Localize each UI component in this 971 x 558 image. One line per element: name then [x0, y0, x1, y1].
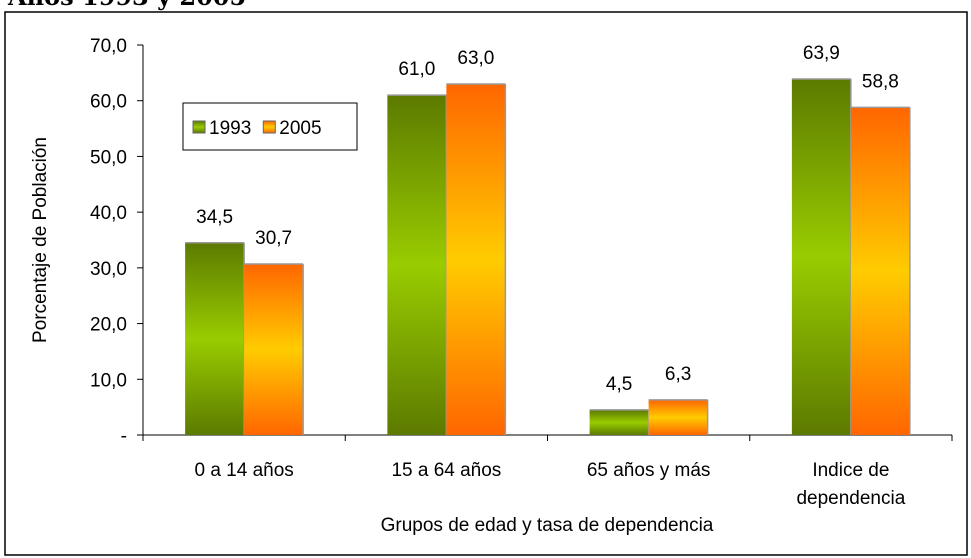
y-tick-label: 30,0 [90, 259, 127, 280]
legend-swatch [262, 120, 276, 134]
value-label: 30,7 [255, 228, 292, 249]
y-tick-label: 70,0 [90, 36, 127, 57]
bar [185, 242, 245, 435]
bar [648, 399, 708, 435]
y-tick-label: 50,0 [90, 147, 127, 168]
chart-title: Años 1993 y 2005 [7, 0, 246, 11]
value-label: 63,9 [803, 43, 840, 64]
bar [850, 107, 910, 436]
bar [791, 78, 851, 435]
x-axis-title: Grupos de edad y tasa de dependencia [381, 515, 714, 536]
value-label: 58,8 [862, 71, 899, 92]
x-tick-label: 0 a 14 años [194, 460, 293, 481]
x-tick-label: 65 años y más [587, 460, 711, 481]
bar [387, 95, 447, 436]
value-label: 61,0 [398, 59, 435, 80]
value-label: 34,5 [196, 207, 233, 228]
y-axis-title: Porcentaje de Población [30, 137, 51, 343]
x-tick-label: Indice de dependencia [796, 460, 905, 509]
y-tick-label: - [121, 426, 127, 447]
value-label: 4,5 [606, 374, 632, 395]
bar [446, 84, 506, 435]
y-tick-label: 40,0 [90, 203, 127, 224]
x-tick-label: 15 a 64 años [391, 460, 501, 481]
value-label: 63,0 [457, 48, 494, 69]
y-tick-label: 60,0 [90, 92, 127, 113]
legend-label: 2005 [279, 118, 321, 139]
y-tick-label: 10,0 [90, 370, 127, 391]
y-tick-label: 20,0 [90, 315, 127, 336]
legend-swatch [192, 120, 206, 134]
bar [244, 263, 304, 435]
legend-label: 1993 [209, 118, 251, 139]
value-label: 6,3 [665, 364, 691, 385]
bar [589, 409, 649, 435]
